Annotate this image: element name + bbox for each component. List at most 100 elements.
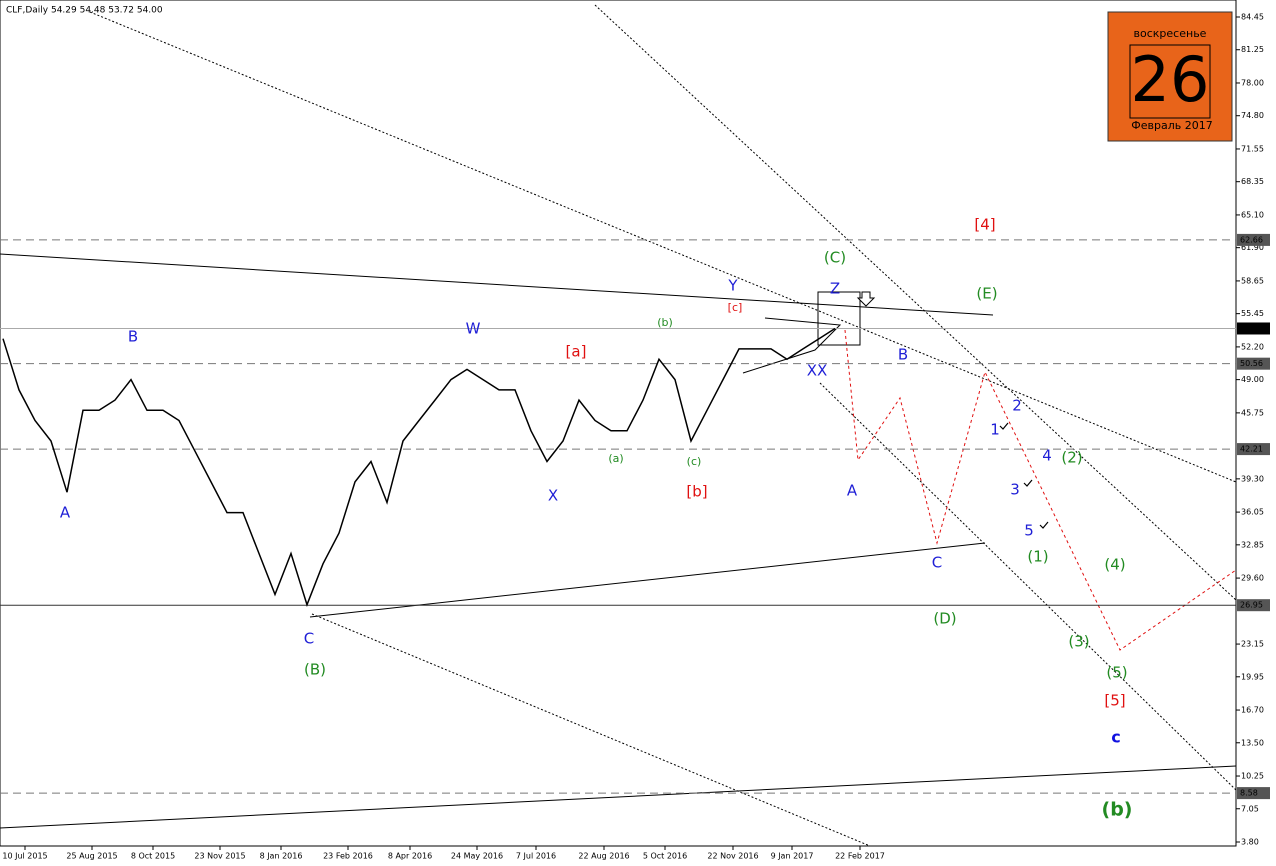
- wave-label: (B): [304, 661, 326, 679]
- level-label: 26.95: [1240, 601, 1263, 610]
- trend-line: [0, 765, 1237, 829]
- x-tick-label: 22 Aug 2016: [578, 852, 629, 861]
- wave-label: Y: [727, 277, 738, 295]
- x-tick-label: 8 Oct 2015: [131, 852, 175, 861]
- wave-label: W: [466, 320, 481, 338]
- wave-label: B: [128, 328, 138, 346]
- wave-label: [a]: [566, 343, 587, 361]
- y-tick-label: 29.60: [1241, 574, 1264, 583]
- level-box: [1237, 787, 1270, 800]
- x-tick-label: 23 Feb 2016: [323, 852, 373, 861]
- wave-label: (b): [1102, 799, 1133, 821]
- y-tick-label: 32.85: [1241, 540, 1264, 549]
- wave-label: XX: [807, 362, 828, 380]
- y-tick-label: 10.25: [1241, 772, 1264, 781]
- x-tick-label: 22 Nov 2016: [707, 852, 758, 861]
- wave-label: (2): [1061, 449, 1082, 467]
- trend-line: [309, 542, 986, 618]
- triangle: [742, 317, 842, 374]
- wave-label: (4): [1104, 556, 1125, 574]
- box: [817, 291, 861, 346]
- header: CLF,Daily 54.29 54.48 53.72 54.00: [6, 6, 163, 16]
- level-box: [1237, 443, 1270, 456]
- calendar: воскресенье 26 Февраль 2017: [1107, 11, 1233, 142]
- wave-label: A: [60, 504, 71, 522]
- y-tick-label: 49.00: [1241, 375, 1264, 384]
- plot-frame: [0, 0, 1237, 847]
- wave-label: (C): [824, 249, 846, 267]
- wave-label: X: [548, 487, 558, 505]
- x-tick-label: 9 Jan 2017: [771, 852, 814, 861]
- wave-label: Z: [830, 280, 840, 298]
- y-tick-label: 36.05: [1241, 508, 1264, 517]
- x-tick-label: 10 Jul 2015: [2, 852, 47, 861]
- wave-label: [c]: [728, 301, 743, 314]
- x-tick-label: 8 Apr 2016: [388, 852, 432, 861]
- check-marks: [999, 422, 1049, 529]
- trend-line: [311, 613, 871, 847]
- y-tick-label: 13.50: [1241, 738, 1264, 747]
- y-tick-label: 65.10: [1241, 210, 1264, 219]
- wave-label: (b): [657, 316, 673, 329]
- trend-line: [594, 4, 1237, 601]
- y-tick-label: 52.20: [1241, 342, 1264, 351]
- x-tick-label: 24 May 2016: [451, 852, 503, 861]
- y-tick-label: 55.45: [1241, 309, 1264, 318]
- level-label: 42.21: [1240, 445, 1263, 454]
- wave-label: 5: [1024, 522, 1034, 540]
- wave-label: (a): [608, 452, 623, 465]
- wave-label: (D): [933, 610, 956, 628]
- y-tick-label: 68.35: [1241, 177, 1264, 186]
- level-label: 54.00: [1240, 324, 1263, 333]
- trend-line: [0, 253, 994, 316]
- level-box: [1237, 599, 1270, 612]
- y-tick-label: 81.25: [1241, 45, 1264, 54]
- level-box: [1237, 233, 1270, 246]
- level-label: 62.66: [1240, 235, 1263, 244]
- y-tick-label: 23.15: [1241, 640, 1264, 649]
- y-tick-label: 16.70: [1241, 706, 1264, 715]
- wave-label: 1: [990, 421, 1000, 439]
- wave-label: (1): [1027, 548, 1048, 566]
- wave-label: C: [304, 630, 314, 648]
- wave-label: [5]: [1104, 692, 1125, 710]
- x-tick-label: 5 Oct 2016: [643, 852, 687, 861]
- wave-label: [4]: [974, 216, 995, 234]
- wave-label: 4: [1042, 447, 1052, 465]
- arrow-icon: [856, 291, 876, 307]
- y-tick-label: 7.05: [1241, 804, 1259, 813]
- forecast-path: [844, 329, 1237, 651]
- calendar-inner: [1129, 44, 1211, 119]
- y-tick-label: 19.95: [1241, 672, 1264, 681]
- calendar-month: Февраль 2017: [1131, 119, 1212, 132]
- y-tick-label: 45.75: [1241, 408, 1264, 417]
- price-line: [2, 327, 836, 607]
- wave-label: (c): [687, 455, 702, 468]
- y-tick-label: 58.65: [1241, 276, 1264, 285]
- y-tick-label: 78.00: [1241, 78, 1264, 87]
- x-tick-label: 7 Jul 2016: [516, 852, 556, 861]
- wave-label: (E): [976, 285, 997, 303]
- x-tick-label: 25 Aug 2015: [66, 852, 117, 861]
- wave-label: 2: [1012, 397, 1022, 415]
- x-tick-label: 8 Jan 2016: [260, 852, 303, 861]
- wave-label: A: [847, 482, 858, 500]
- wave-label: C: [932, 554, 942, 572]
- level-label: 50.56: [1240, 359, 1263, 368]
- calendar-bg: [1107, 11, 1233, 142]
- trend-line: [819, 382, 1237, 791]
- y-tick-label: 84.45: [1241, 13, 1264, 22]
- wave-label: (5): [1106, 664, 1127, 682]
- x-tick-label: 22 Feb 2017: [835, 852, 885, 861]
- y-tick-label: 39.30: [1241, 474, 1264, 483]
- wave-label: B: [898, 346, 908, 364]
- y-tick-label: 74.80: [1241, 111, 1264, 120]
- level-box: [1237, 322, 1270, 335]
- y-tick-label: 3.80: [1241, 838, 1259, 847]
- wave-label: (3): [1068, 633, 1089, 651]
- y-tick-label: 61.90: [1241, 243, 1264, 252]
- wave-label: c: [1111, 728, 1120, 747]
- calendar-day: 26: [1131, 43, 1210, 116]
- wave-label: 3: [1010, 481, 1020, 499]
